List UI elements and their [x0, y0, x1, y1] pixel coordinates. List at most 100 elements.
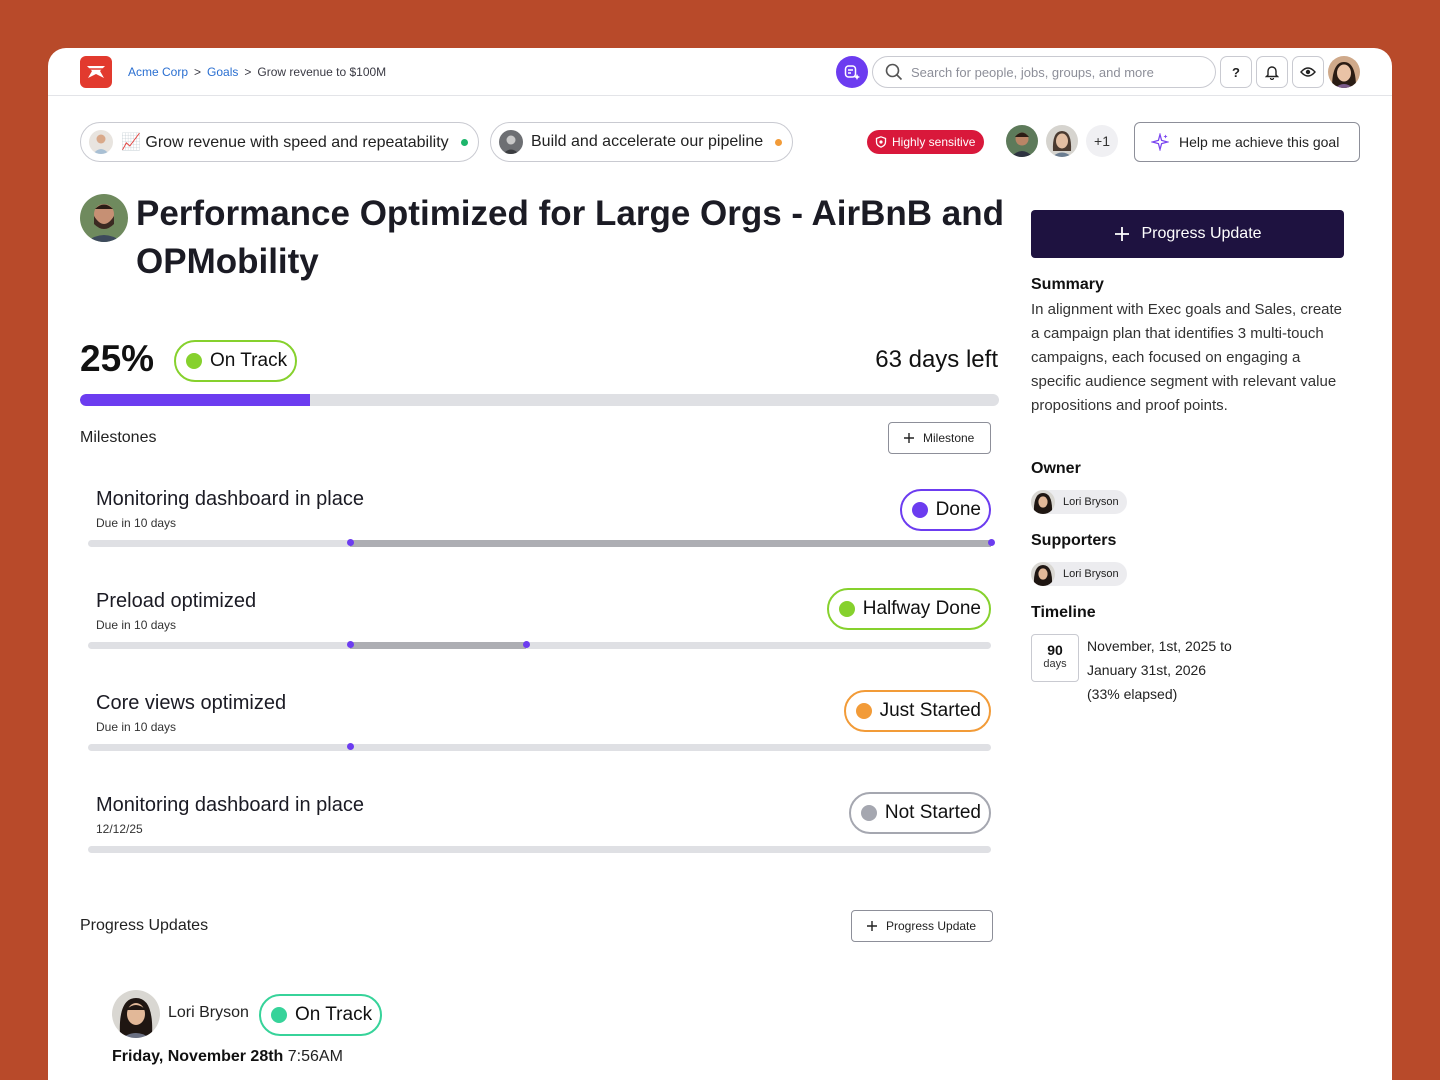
progress-update-primary-button[interactable]: Progress Update — [1031, 210, 1344, 258]
app-logo-icon[interactable] — [80, 56, 112, 88]
collaborators[interactable]: +1 — [1006, 125, 1118, 157]
milestone-track — [88, 743, 991, 751]
supporter-avatar — [1031, 562, 1055, 586]
milestone-progress-segment — [349, 642, 526, 649]
ai-sparkle-icon — [844, 65, 860, 80]
status-dot — [186, 353, 202, 369]
milestones-heading: Milestones — [80, 429, 157, 446]
milestone-status-pill[interactable]: Halfway Done — [826, 588, 991, 630]
add-progress-update-button[interactable]: Progress Update — [851, 910, 994, 942]
update-status-label: On Track — [295, 1004, 373, 1025]
milestone-due: Due in 10 days — [96, 720, 177, 734]
shield-icon — [875, 136, 887, 148]
milestone-track — [88, 539, 995, 547]
timeline-end: January 31st, 2026 — [1087, 662, 1207, 678]
ai-assistant-button[interactable] — [836, 56, 868, 88]
collaborator-avatar[interactable] — [1006, 125, 1038, 157]
summary-text: In alignment with Exec goals and Sales, … — [1031, 301, 1343, 414]
update-author-name[interactable]: Lori Bryson — [168, 1004, 249, 1021]
help-achieve-goal-label: Help me achieve this goal — [1179, 134, 1340, 150]
plus-icon — [867, 921, 877, 931]
status-dot — [460, 138, 468, 146]
parent-goal-chip[interactable]: 📈 Grow revenue with speed and repeatabil… — [80, 122, 479, 162]
milestone-item[interactable]: Core views optimized Due in 10 days Just… — [88, 690, 999, 782]
collaborators-more-count[interactable]: +1 — [1086, 125, 1118, 157]
help-button[interactable]: ? — [1220, 56, 1252, 88]
status-dot — [860, 805, 877, 821]
milestone-due: 12/12/25 — [96, 822, 143, 836]
milestone-status-label: Halfway Done — [862, 598, 981, 619]
milestone-title: Monitoring dashboard in place — [96, 794, 364, 816]
days-left: 63 days left — [875, 346, 998, 373]
goal-status-pill[interactable]: On Track — [174, 340, 298, 382]
status-dot — [838, 601, 855, 617]
breadcrumb-separator: > — [244, 65, 252, 79]
milestone-marker — [346, 743, 354, 750]
progress-update-primary-label: Progress Update — [1141, 225, 1262, 242]
app-window: Acme Corp > Goals > Grow revenue to $100… — [48, 48, 1392, 1080]
supporter-chip[interactable]: Lori Bryson — [1031, 562, 1127, 586]
summary-heading: Summary — [1031, 276, 1104, 293]
goal-title: Performance Optimized for Large Orgs - A… — [136, 194, 1005, 281]
breadcrumb-org-link[interactable]: Acme Corp — [128, 65, 189, 79]
owner-chip[interactable]: Lori Bryson — [1031, 490, 1127, 514]
plus-icon — [1115, 227, 1130, 241]
status-dot — [855, 703, 872, 719]
eye-icon — [1300, 67, 1316, 77]
goal-status-label: On Track — [210, 350, 288, 371]
timeline-elapsed: (33% elapsed) — [1087, 686, 1178, 702]
notifications-button[interactable] — [1256, 56, 1288, 88]
supporters-heading: Supporters — [1031, 532, 1117, 549]
parent-goal-label: Build and accelerate our pipeline — [531, 133, 764, 150]
milestone-title: Preload optimized — [96, 590, 257, 612]
milestone-item[interactable]: Preload optimized Due in 10 days Halfway… — [88, 588, 999, 680]
add-milestone-label: Milestone — [923, 431, 975, 445]
plus-icon — [904, 433, 914, 443]
timeline-duration-box: 90 days — [1031, 634, 1079, 682]
help-achieve-goal-button[interactable]: Help me achieve this goal — [1134, 122, 1360, 162]
milestone-item[interactable]: Monitoring dashboard in place 12/12/25 N… — [88, 792, 999, 884]
timeline-days-unit: days — [1043, 658, 1067, 670]
global-search[interactable] — [872, 56, 1216, 88]
sensitivity-badge[interactable]: Highly sensitive — [867, 130, 985, 154]
milestone-status-label: Not Started — [884, 802, 981, 823]
status-dot — [271, 1007, 287, 1023]
milestone-item[interactable]: Monitoring dashboard in place Due in 10 … — [88, 488, 999, 578]
current-user-avatar[interactable] — [1328, 56, 1360, 88]
update-timestamp: Friday, November 28th 7:56AM — [112, 1048, 343, 1066]
goal-progress-bar — [80, 394, 999, 406]
milestone-status-label: Done — [935, 499, 981, 520]
search-input[interactable] — [911, 64, 1201, 80]
visibility-button[interactable] — [1292, 56, 1324, 88]
milestone-status-pill[interactable]: Not Started — [848, 792, 991, 834]
timeline-heading: Timeline — [1031, 604, 1096, 621]
milestone-marker — [346, 641, 354, 648]
milestone-track — [88, 846, 991, 853]
milestone-status-pill[interactable]: Just Started — [843, 690, 991, 732]
update-author-avatar[interactable] — [112, 990, 160, 1038]
breadcrumb-goals-link[interactable]: Goals — [207, 65, 239, 79]
collaborator-avatar[interactable] — [1046, 125, 1078, 157]
supporter-name: Lori Bryson — [1063, 568, 1119, 580]
milestone-status-pill[interactable]: Done — [899, 489, 991, 531]
status-dot — [911, 502, 928, 518]
timeline-start: November, 1st, 2025 to — [1087, 638, 1232, 654]
update-time: 7:56AM — [287, 1048, 343, 1065]
goal-owner-avatar[interactable] — [80, 194, 128, 242]
update-date: Friday, November 28th — [112, 1048, 284, 1065]
parent-goal-label: 📈 Grow revenue with speed and repeatabil… — [121, 134, 449, 151]
milestone-status-label: Just Started — [879, 700, 981, 721]
bell-icon — [1265, 65, 1279, 80]
add-progress-update-label: Progress Update — [886, 919, 977, 933]
breadcrumb-current: Grow revenue to $100M — [257, 65, 387, 79]
progress-updates-heading: Progress Updates — [80, 917, 209, 934]
milestone-title: Core views optimized — [96, 692, 287, 714]
status-dot — [775, 138, 783, 146]
add-milestone-button[interactable]: Milestone — [888, 422, 992, 454]
goal-percent: 25% — [80, 338, 155, 379]
milestone-title: Monitoring dashboard in place — [96, 488, 364, 510]
milestone-due: Due in 10 days — [96, 516, 177, 530]
parent-goal-chip[interactable]: Build and accelerate our pipeline — [490, 122, 794, 162]
top-bar: Acme Corp > Goals > Grow revenue to $100… — [48, 48, 1392, 96]
owner-name: Lori Bryson — [1063, 496, 1119, 508]
